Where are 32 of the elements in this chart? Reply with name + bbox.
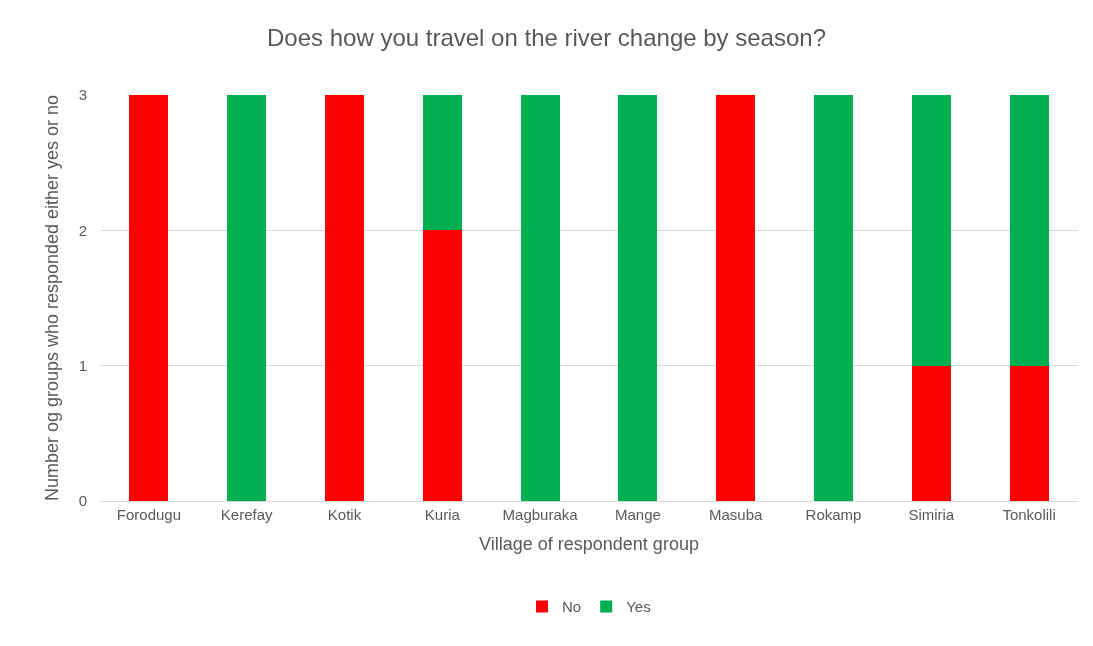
bar [227, 95, 267, 501]
x-tick-label: Tonkolili [1002, 506, 1056, 523]
y-tick-label: 1 [78, 356, 87, 374]
chart-title: Does how you travel on the river change by season? [267, 23, 826, 51]
x-tick-label: Kotik [327, 506, 362, 523]
x-tick-label: Kerefay [220, 506, 274, 523]
bar [422, 230, 462, 501]
bar [520, 95, 560, 501]
x-tick-label: Mange [614, 506, 661, 523]
legend-label: Yes [626, 598, 651, 616]
x-tick-label: Forodugu [116, 506, 182, 523]
bar [911, 95, 951, 366]
x-axis-title: Village of respondent group [479, 534, 699, 555]
bar [324, 95, 365, 501]
bar [716, 95, 756, 501]
bar [911, 365, 951, 501]
x-tick-label: Rokamp [805, 506, 862, 523]
y-tick-label: 0 [78, 492, 87, 510]
y-tick-label: 2 [78, 221, 87, 239]
y-tick-label: 3 [78, 86, 87, 104]
bar [129, 95, 169, 501]
bar [422, 95, 462, 231]
bar [1009, 95, 1049, 366]
y-axis-title: Number og groups who responded either yes or no [41, 94, 62, 502]
bar [618, 95, 658, 501]
bar [1009, 365, 1049, 501]
x-tick-label: Magburaka [502, 506, 579, 523]
x-tick-label: Masuba [709, 506, 764, 523]
x-tick-label: Simiria [908, 506, 955, 523]
x-tick-label: Kuria [424, 506, 461, 523]
legend-label: No [562, 598, 582, 616]
bar [813, 95, 854, 501]
